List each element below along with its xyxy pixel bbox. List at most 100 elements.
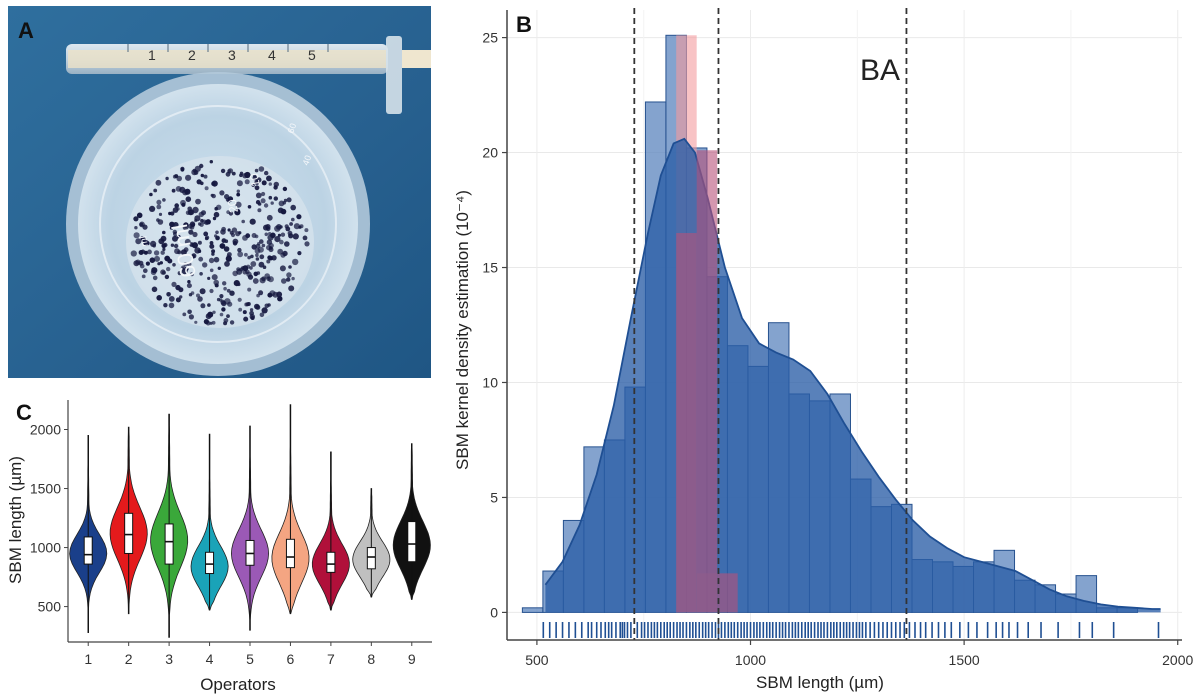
- dish-mark-ml: ml: [138, 235, 151, 247]
- bead: [242, 310, 247, 315]
- bead: [241, 219, 245, 224]
- bead: [168, 302, 175, 309]
- bead: [267, 255, 272, 260]
- bead: [279, 239, 284, 245]
- bead: [180, 249, 187, 256]
- bead: [134, 226, 138, 230]
- c-box: [366, 547, 376, 570]
- bead: [252, 278, 259, 284]
- bead: [267, 234, 274, 241]
- panel-letter-c: C: [16, 400, 32, 425]
- syringe: 1 2 3 4 5: [66, 36, 431, 114]
- b-dashed-lines: [633, 8, 908, 640]
- bead: [187, 309, 192, 315]
- bead: [247, 255, 251, 260]
- bead: [170, 211, 175, 216]
- bead: [198, 222, 202, 226]
- bead: [260, 198, 266, 204]
- bead: [205, 313, 212, 320]
- bead: [188, 209, 195, 216]
- bead: [258, 261, 265, 268]
- bead: [276, 224, 282, 230]
- bead: [255, 192, 262, 199]
- bead: [153, 188, 158, 193]
- bead: [204, 236, 209, 241]
- b-kde-layer: [544, 137, 1161, 613]
- c-y-tick-label: 1000: [30, 540, 61, 556]
- b-y-ticks: 0 5 10 15 20 25: [482, 30, 507, 620]
- bead: [207, 276, 211, 280]
- bead: [170, 243, 175, 247]
- bead: [189, 272, 194, 277]
- c-violin-6: [271, 404, 310, 615]
- bead: [269, 246, 273, 250]
- bead: [238, 307, 243, 312]
- bead: [165, 176, 169, 181]
- bead: [200, 173, 204, 178]
- c-box: [326, 551, 336, 573]
- bead: [224, 261, 230, 267]
- b-bar-purple: [696, 150, 718, 613]
- bead: [157, 262, 161, 266]
- bead: [221, 238, 227, 243]
- b-annotation-ba: BA: [860, 54, 900, 87]
- bead: [249, 314, 255, 320]
- bead: [263, 203, 269, 208]
- bead: [267, 303, 271, 307]
- b-axes: [506, 10, 1182, 641]
- bead: [187, 280, 191, 284]
- bead: [149, 205, 156, 212]
- bead: [185, 196, 192, 202]
- bead: [194, 218, 198, 223]
- bead: [203, 174, 208, 179]
- c-box: [205, 551, 215, 575]
- bead: [155, 179, 162, 186]
- bead: [171, 281, 177, 287]
- bead: [233, 280, 240, 287]
- bead: [180, 199, 186, 206]
- bead: [246, 271, 252, 277]
- bead: [180, 166, 185, 171]
- bead: [227, 169, 232, 174]
- bead: [296, 214, 302, 220]
- bead: [237, 251, 244, 258]
- c-box: [407, 521, 417, 563]
- b-kde-area: [545, 138, 1161, 613]
- syringe-mark-1: 1: [148, 47, 156, 63]
- bead: [274, 236, 281, 243]
- bead: [141, 237, 146, 242]
- bead: [157, 219, 164, 225]
- bead: [229, 230, 234, 235]
- bead: [266, 259, 271, 264]
- bead: [173, 231, 178, 237]
- bead: [224, 194, 230, 200]
- b-x-tick-label: 500: [525, 652, 549, 668]
- bead: [139, 263, 145, 269]
- bead: [229, 320, 235, 325]
- bead: [179, 295, 183, 299]
- bead: [259, 254, 265, 260]
- b-x-tick-label: 1500: [949, 652, 980, 668]
- bead: [162, 247, 166, 251]
- bead: [277, 233, 281, 237]
- c-violin-5: [230, 425, 270, 631]
- bead: [175, 284, 181, 291]
- bead: [255, 243, 261, 249]
- b-kde-line: [544, 137, 1161, 610]
- c-y-ticks: 500 1000 1500 2000: [30, 422, 68, 615]
- b-bar-purple: [717, 573, 738, 613]
- bead: [139, 222, 144, 227]
- bead: [183, 262, 188, 267]
- panel-letter-b: B: [516, 12, 532, 37]
- bead: [289, 222, 293, 226]
- bead: [135, 238, 142, 245]
- bead: [265, 224, 271, 230]
- bead: [291, 276, 295, 281]
- c-x-tick-label: 2: [125, 651, 133, 667]
- c-x-tick-label: 4: [206, 651, 214, 667]
- bead: [277, 296, 283, 302]
- b-histogram-purple: [676, 150, 738, 613]
- b-bar-purple: [676, 233, 697, 613]
- bead: [244, 179, 250, 185]
- bead: [280, 232, 286, 237]
